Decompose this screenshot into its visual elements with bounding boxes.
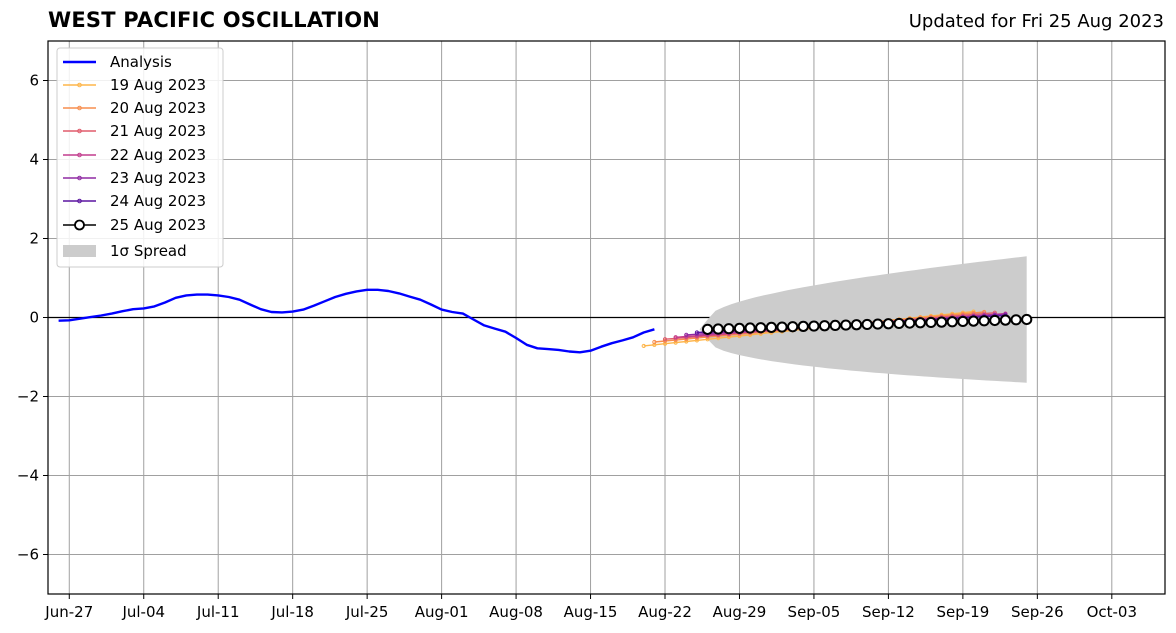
legend-forecast-marker [77,128,82,134]
legend-forecast-marker [77,82,82,88]
spread-layer [699,256,1027,383]
forecast-point [733,322,746,334]
forecast-point [684,339,689,344]
forecast-point [701,323,714,335]
forecast-point [936,316,948,328]
forecast-point [1010,314,1022,326]
legend-label: 19 Aug 2023 [110,76,206,94]
forecast-point [989,314,1001,327]
forecast-point [861,318,873,331]
legend-label: 21 Aug 2023 [110,122,206,140]
legend: Analysis 19 Aug 2023 20 Aug 2023 21 Aug 202… [56,47,224,268]
x-tick-label: Aug-01 [415,603,469,621]
forecast-point [893,317,905,330]
forecast-point [797,320,809,332]
forecast-point [850,319,863,331]
legend-box [56,47,224,268]
forecast-point [808,320,820,332]
legend-forecast-marker [77,198,82,204]
x-tick-label: Jul-04 [121,603,165,621]
y-tick-label: −2 [17,388,39,406]
forecast-point [641,343,646,349]
series-layer [58,288,1033,354]
x-tick-label: Aug-22 [638,603,692,621]
legend-label: 24 Aug 2023 [110,192,206,210]
legend-forecast-marker [77,105,82,111]
forecast-point [723,323,735,335]
forecast-point [967,315,980,327]
legend-label: 22 Aug 2023 [110,146,206,164]
x-tick-label: Jun-27 [44,603,93,621]
forecast-point [946,316,958,328]
forecast-point [684,332,689,337]
forecast-point [999,314,1012,326]
legend-label: 23 Aug 2023 [110,169,206,187]
y-tick-label: −4 [17,467,39,485]
chart-subtitle: Updated for Fri 25 Aug 2023 [908,11,1164,32]
spread-band [699,256,1027,383]
legend-label: Analysis [110,53,172,71]
analysis-line [58,288,655,354]
forecast-point [978,315,990,327]
x-tick-label: Aug-08 [489,603,543,621]
legend-forecast-marker [77,152,82,158]
legend-label: 25 Aug 2023 [110,216,206,234]
x-tick-label: Oct-03 [1087,603,1137,621]
x-tick-label: Sep-05 [788,603,841,621]
forecast-point [1021,313,1033,326]
forecast-point [904,317,916,329]
y-tick-label: −6 [17,546,39,564]
legend-forecast-marker [77,175,82,181]
forecast-point [694,330,700,335]
x-tick-label: Sep-26 [1011,603,1064,621]
forecast-point [712,323,724,335]
x-tick-label: Jul-18 [270,603,314,621]
y-tick-label: 4 [29,151,39,169]
legend-forecast-marker [74,219,85,231]
chart-title: WEST PACIFIC OSCILLATION [48,8,381,32]
forecast-point [662,338,668,344]
forecast-point [829,319,841,331]
y-tick-label: 6 [29,72,39,90]
x-tick-label: Aug-15 [564,603,618,621]
y-tick-label: 2 [29,230,39,248]
forecast-point [673,340,678,345]
legend-label: 20 Aug 2023 [110,99,206,117]
x-tick-label: Sep-12 [862,603,915,621]
axes-layer: Jun-27 Jul-04 Jul-11 Jul-18 Jul-25 Aug-01 Aug-… [17,40,1166,621]
forecast-point [840,319,852,331]
forecast-point [765,321,777,333]
forecast-point [662,337,668,342]
forecast-point [818,320,831,332]
forecast-point [744,322,756,334]
forecast-point [652,339,657,345]
x-tick-label: Sep-19 [936,603,989,621]
forecast-point [882,318,895,330]
forecast-point [787,321,799,333]
forecast-point [684,334,689,339]
y-tick-label: 0 [29,309,39,327]
forecast-point [925,316,937,329]
x-tick-label: Aug-29 [713,603,767,621]
grid-layer [48,41,1165,594]
forecast-point [673,335,678,340]
legend-label: 1σ Spread [110,242,187,260]
x-tick-label: Jul-11 [196,603,240,621]
forecast-point [776,321,788,333]
forecast-point [872,318,884,330]
forecast-point [957,315,969,328]
legend-spread-swatch [63,245,96,257]
forecast-point [755,322,767,334]
x-tick-label: Jul-25 [345,603,389,621]
forecast-point [914,317,926,329]
